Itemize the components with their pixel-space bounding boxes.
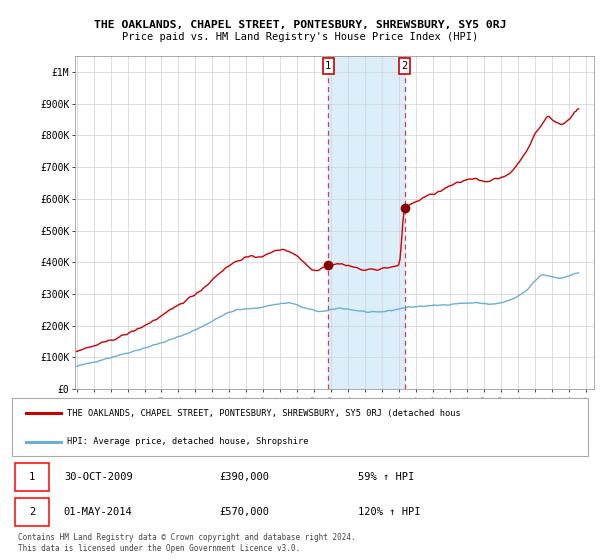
Text: £570,000: £570,000 <box>220 507 269 517</box>
Text: 59% ↑ HPI: 59% ↑ HPI <box>358 472 414 482</box>
Text: THE OAKLANDS, CHAPEL STREET, PONTESBURY, SHREWSBURY, SY5 0RJ: THE OAKLANDS, CHAPEL STREET, PONTESBURY,… <box>94 20 506 30</box>
Text: £390,000: £390,000 <box>220 472 269 482</box>
Text: 2: 2 <box>401 61 408 71</box>
Text: Contains HM Land Registry data © Crown copyright and database right 2024.
This d: Contains HM Land Registry data © Crown c… <box>18 533 356 553</box>
Bar <box>15 463 49 491</box>
Text: 01-MAY-2014: 01-MAY-2014 <box>64 507 133 517</box>
Text: THE OAKLANDS, CHAPEL STREET, PONTESBURY, SHREWSBURY, SY5 0RJ (detached hous: THE OAKLANDS, CHAPEL STREET, PONTESBURY,… <box>67 409 460 418</box>
Text: 1: 1 <box>325 61 331 71</box>
Bar <box>328 56 404 389</box>
Text: 1: 1 <box>29 472 35 482</box>
Bar <box>15 498 49 526</box>
Text: 120% ↑ HPI: 120% ↑ HPI <box>358 507 420 517</box>
Text: 2: 2 <box>29 507 35 517</box>
Text: Price paid vs. HM Land Registry's House Price Index (HPI): Price paid vs. HM Land Registry's House … <box>122 32 478 43</box>
Text: 30-OCT-2009: 30-OCT-2009 <box>64 472 133 482</box>
Text: HPI: Average price, detached house, Shropshire: HPI: Average price, detached house, Shro… <box>67 437 308 446</box>
